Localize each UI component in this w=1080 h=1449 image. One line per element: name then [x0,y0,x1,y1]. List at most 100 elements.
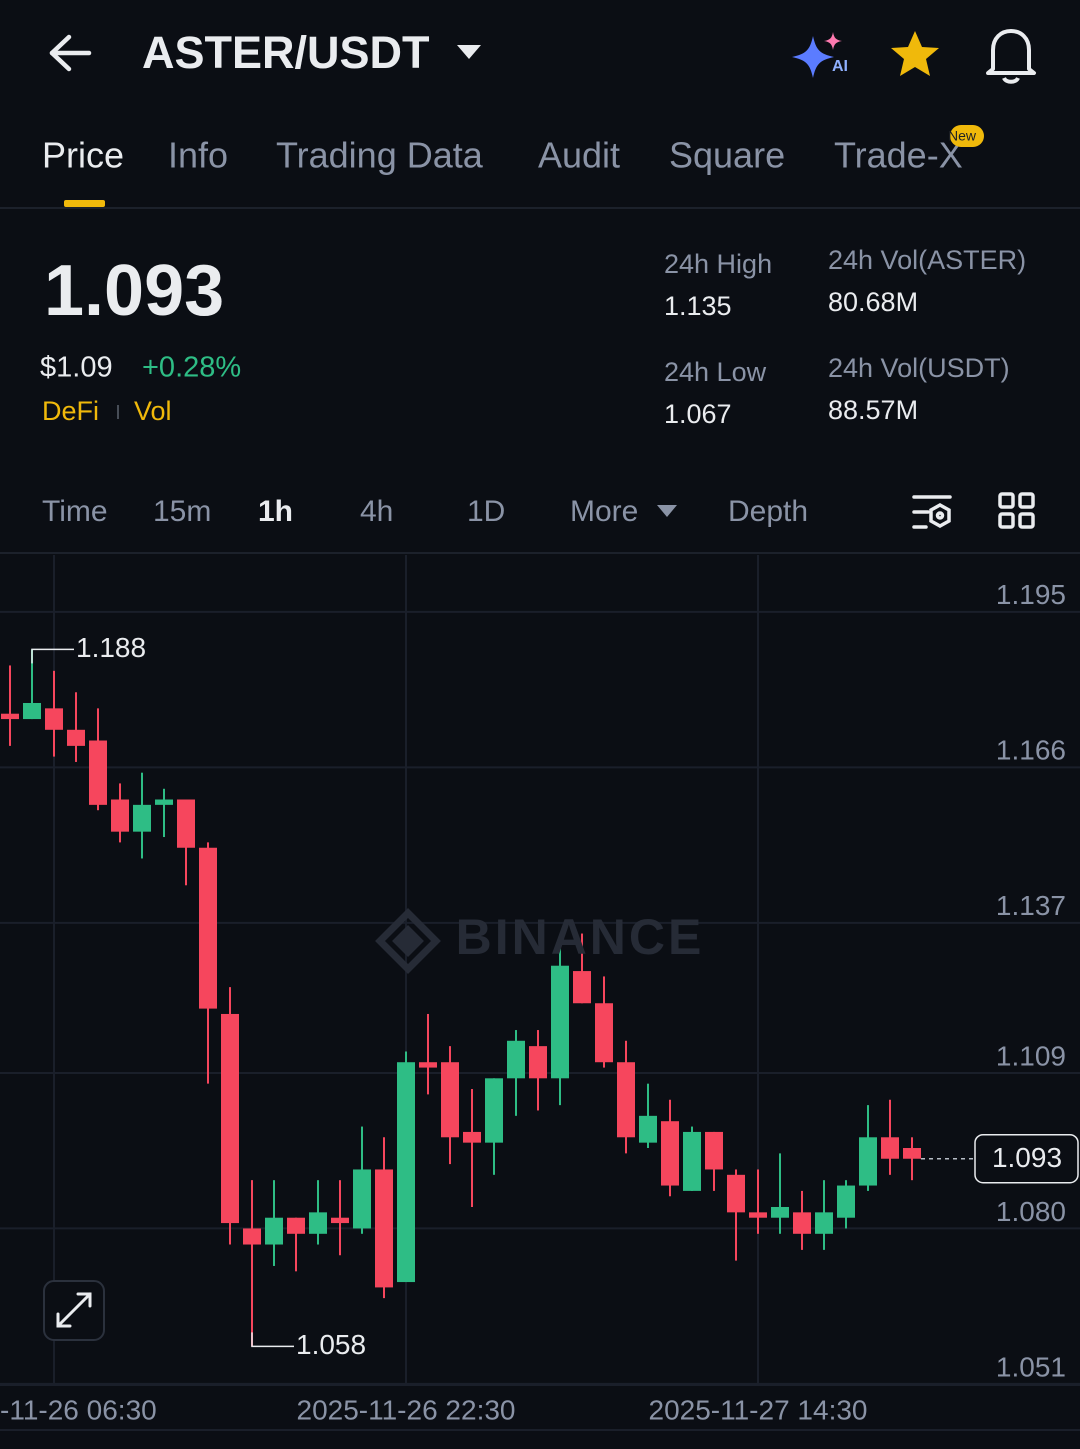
candle-body [221,1013,239,1224]
new-badge-text: New [948,128,977,144]
candle-body [287,1217,305,1234]
pair-title[interactable]: ASTER/USDT [142,27,430,78]
candle-body [111,799,129,832]
candle-body [639,1115,657,1143]
interval-option[interactable]: Depth [728,495,808,528]
candle-body [463,1131,481,1143]
tab[interactable]: Audit [538,135,620,176]
interval-bar: Time 15m 1h 4h 1D More Depth [42,495,808,528]
tag[interactable]: Vol [134,396,172,426]
last-price: 1.093 [44,251,224,331]
candle-body [441,1062,459,1138]
interval-option[interactable]: 1h [258,495,293,528]
favorite-star[interactable] [891,31,939,76]
y-tick-label: 1.109 [996,1040,1066,1071]
min-label: 1.058 [296,1329,366,1360]
y-tick-label: 1.080 [996,1196,1066,1227]
svg-text:AI: AI [832,58,848,75]
stat-value: 80.68M [828,287,918,317]
candle-body [815,1212,833,1234]
candle-body [23,702,41,720]
x-tick-label: 2025-11-26 22:30 [297,1394,516,1425]
y-tick-label: 1.137 [996,890,1066,921]
candle-body [749,1212,767,1218]
interval-option[interactable]: 4h [360,495,393,528]
indicator-settings[interactable] [912,495,952,529]
tab-bar: Price Info Trading Data Audit Square Trade-X [42,135,963,176]
candle-body [507,1040,525,1079]
active-tab-indicator [64,200,105,207]
candle-body [485,1078,503,1143]
new-badge [950,125,984,147]
tab[interactable]: Trade-X [834,135,963,176]
candle-body [837,1185,855,1218]
min-marker [251,1332,294,1348]
price-change: +0.28% [142,352,241,384]
max-marker [31,648,74,664]
candle-body [683,1131,701,1191]
candle-body [1,713,19,720]
y-tick-label: 1.051 [996,1351,1066,1382]
interval-option[interactable]: 1D [467,495,505,528]
stat-label: 24h Low [664,357,767,387]
stat-label: 24h High [664,249,772,279]
candle-body [859,1137,877,1186]
x-tick-label: 2025-11-27 14:30 [649,1394,868,1425]
last-price-box[interactable] [974,1133,1079,1184]
candle-body [89,740,107,805]
candle-body [529,1046,547,1079]
y-tick-label: 1.166 [996,735,1066,766]
candle-body [155,799,173,805]
tab[interactable]: Trading Data [276,135,484,176]
candle-body [573,971,591,1004]
interval-option[interactable]: Time [42,495,108,528]
candle-body [903,1148,921,1159]
fullscreen-button[interactable] [43,1280,105,1341]
candle-body [265,1217,283,1245]
watermark: BINANCE [456,909,705,965]
candle-body [309,1212,327,1234]
stat-value: 88.57M [828,395,918,425]
watermark-logo [375,908,441,974]
y-tick-label: 1.195 [996,579,1066,610]
ai-button[interactable]: AI [792,32,848,78]
stat-label: 24h Vol(ASTER) [828,245,1026,275]
candle-body [727,1174,745,1213]
tab[interactable]: Info [168,135,228,176]
tab[interactable]: Square [669,135,785,176]
candle-body [177,799,195,848]
candle-body [133,804,151,832]
back-button[interactable] [49,34,92,72]
interval-option[interactable]: More [570,495,638,528]
candle-body [45,708,63,730]
candle-body [661,1121,679,1186]
layout-toggle[interactable] [998,492,1035,529]
candle-body [353,1169,371,1229]
candle-body [881,1137,899,1159]
tag[interactable]: DeFi [42,396,99,426]
candle-body [199,847,217,1009]
stat-label: 24h Vol(USDT) [828,353,1010,383]
last-price-label[interactable]: 1.093 [992,1142,1062,1173]
more-dropdown[interactable] [657,505,677,517]
stat-value: 1.135 [664,291,732,321]
candle-body [375,1169,393,1288]
candle-body [419,1062,437,1068]
pair-dropdown[interactable] [457,45,481,59]
candle-body [595,1003,613,1063]
interval-option[interactable]: 15m [153,495,211,528]
alert-bell[interactable] [986,29,1036,84]
tab[interactable]: Price [42,135,124,176]
candle-body [397,1062,415,1283]
candle-body [331,1217,349,1224]
candle-body [243,1228,261,1245]
candle-body [67,729,85,746]
candle-body [705,1131,723,1170]
x-tick-label: -11-26 06:30 [0,1394,157,1425]
candle-body [793,1212,811,1234]
stat-value: 1.067 [664,399,732,429]
max-label: 1.188 [76,632,146,663]
